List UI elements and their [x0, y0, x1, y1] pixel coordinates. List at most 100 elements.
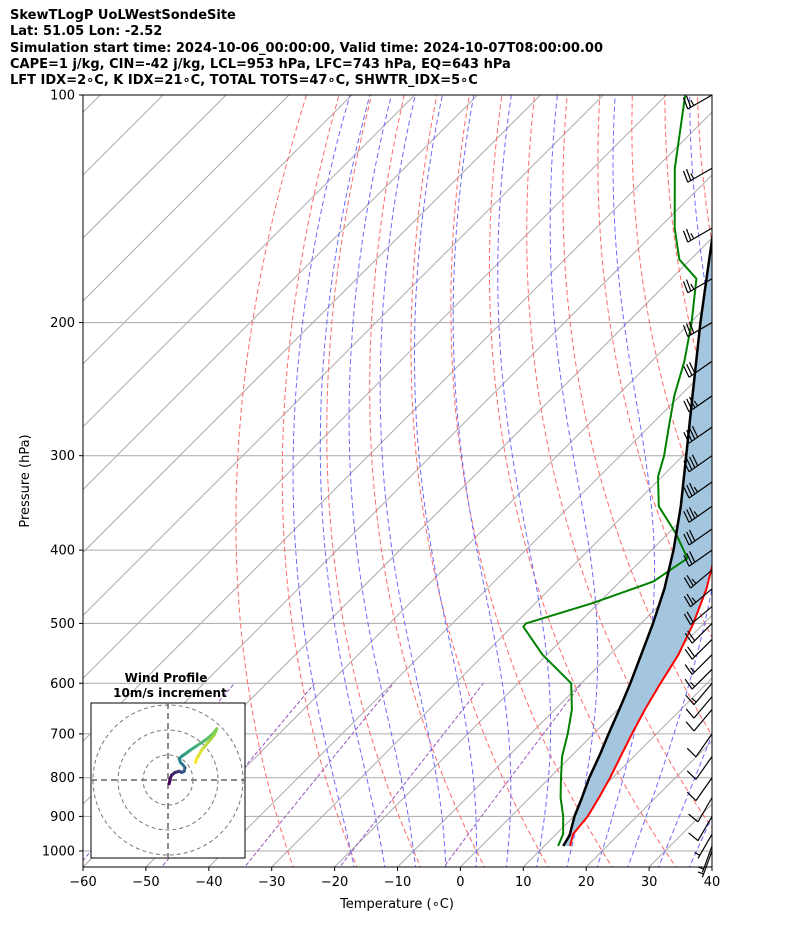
isotherm-line: [83, 95, 227, 239]
mixing-ratio-line: [443, 682, 582, 867]
moist-adiabat: [497, 95, 552, 867]
barb-flag: [683, 533, 690, 546]
barb-staff: [688, 426, 713, 444]
time-line: Simulation start time: 2024-10-06_00:00:…: [10, 40, 603, 56]
hodograph-segment: [196, 738, 207, 747]
barb-half-flag: [691, 578, 697, 584]
barb-flag: [686, 531, 693, 544]
barb-staff: [688, 549, 713, 567]
wind-barb: [686, 777, 713, 802]
y-tick-label: 100: [50, 89, 75, 104]
cape-line: CAPE=1 j/kg, CIN=-42 j/kg, LCL=953 hPa, …: [10, 56, 511, 72]
barb-flag: [686, 747, 697, 758]
dry-adiabat: [281, 95, 358, 867]
isotherm-line: [711, 866, 712, 867]
barb-flag: [684, 678, 693, 690]
moist-adiabat: [452, 95, 512, 867]
barb-flag: [685, 95, 692, 108]
barb-flag: [685, 228, 692, 241]
barb-staff: [695, 733, 713, 758]
wind-barb: [684, 639, 713, 660]
y-tick-label: 600: [50, 677, 75, 692]
barb-half-flag: [691, 697, 697, 703]
wind-barb: [683, 569, 713, 589]
barb-staff: [691, 622, 713, 644]
x-tick-label: 30: [641, 875, 658, 890]
barb-flag: [689, 427, 696, 440]
dry-adiabat: [763, 95, 794, 870]
y-axis-title: Pressure (hPa): [18, 434, 33, 527]
barb-flag: [683, 486, 690, 499]
barb-flag: [689, 550, 696, 563]
wind-barb: [682, 167, 713, 183]
barb-staff: [691, 654, 713, 675]
barb-half-flag: [694, 851, 701, 856]
x-tick-label: 20: [578, 875, 595, 890]
barb-staff: [701, 850, 713, 878]
dry-adiabat: [369, 95, 486, 867]
barb-flag: [685, 708, 695, 719]
hodograph-segment: [206, 733, 216, 744]
moist-adiabat: [292, 95, 355, 867]
wind-barb: [684, 668, 713, 690]
wind-barb: [686, 733, 713, 758]
background-lines: [83, 95, 794, 870]
moist-adiabat: [657, 733, 712, 867]
hodograph-segment: [200, 741, 210, 752]
barb-staff: [687, 322, 713, 338]
barb-flag: [686, 770, 697, 780]
barb-staff: [687, 94, 713, 110]
cape-fill: [563, 240, 712, 846]
hodograph-plot: [91, 703, 245, 858]
isotherm-line: [396, 551, 712, 867]
barb-flag: [689, 482, 696, 495]
barb-staff: [697, 797, 713, 823]
barb-flag: [683, 400, 690, 413]
barb-flag: [686, 398, 693, 411]
barb-flag: [682, 230, 689, 243]
wind-barb: [686, 756, 713, 780]
barb-staff: [690, 569, 713, 589]
barb-staff: [701, 845, 713, 873]
wind-barb: [683, 425, 713, 444]
wind-barb: [685, 682, 713, 706]
axes: −60 −50 −40 −30 −20 −10 0 10 20 30 40 100 200 300 400 5…: [42, 89, 720, 891]
barb-flag: [682, 281, 689, 293]
barb-flag: [685, 721, 695, 732]
barb-flag: [689, 362, 696, 374]
barb-flag: [689, 456, 696, 468]
barb-flag: [686, 552, 693, 565]
barb-half-flag: [693, 511, 699, 517]
x-tick-label: 40: [704, 875, 721, 890]
x-tick-label: −10: [384, 875, 411, 890]
wind-barb: [683, 481, 713, 499]
mixing-ratio-line: [244, 682, 394, 867]
moist-adiabat: [627, 95, 712, 867]
hodograph-ring: [117, 729, 219, 831]
wind-barb: [684, 622, 713, 644]
wind-barb: [683, 395, 713, 413]
barb-flag: [685, 695, 695, 706]
barb-flag: [686, 509, 693, 521]
x-tick-label: −60: [69, 875, 96, 890]
y-tick-label: 700: [50, 727, 75, 742]
wind-barb: [697, 850, 713, 878]
wind-barb: [688, 816, 713, 842]
barb-half-flag: [690, 173, 695, 180]
barb-staff: [695, 777, 713, 801]
dry-adiabat: [526, 95, 712, 829]
wind-barb: [683, 528, 713, 546]
wind-barb: [685, 696, 713, 719]
barb-half-flag: [690, 100, 695, 106]
barb-flag: [683, 511, 690, 523]
wind-barb: [684, 654, 713, 675]
barb-staff: [693, 709, 713, 732]
wind-barb: [682, 227, 713, 243]
parcel-line: [562, 231, 712, 847]
barb-flag: [684, 664, 693, 675]
wind-barb: [683, 606, 713, 626]
dry-adiabat: [326, 95, 422, 867]
wind-barb: [682, 321, 713, 338]
y-tick-label: 800: [50, 771, 75, 786]
